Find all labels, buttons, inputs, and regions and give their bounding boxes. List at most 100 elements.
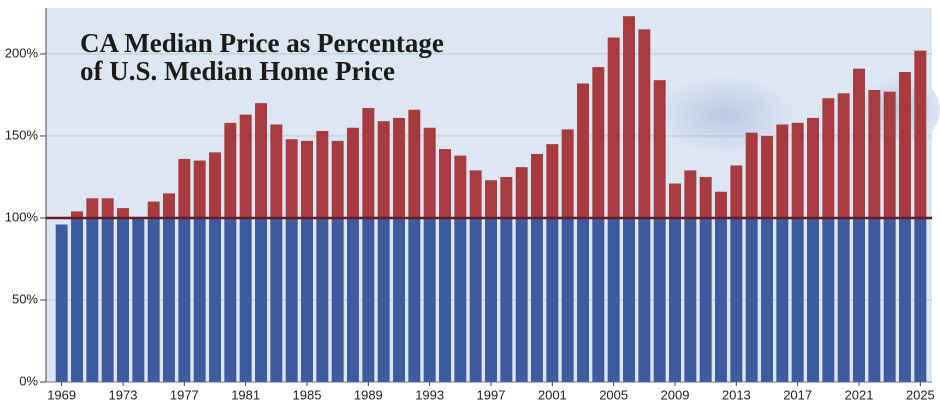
- bar-upper: [408, 109, 421, 218]
- x-tick-label: 2025: [906, 387, 935, 402]
- bar-lower: [301, 217, 313, 382]
- bar-upper: [331, 140, 344, 218]
- bar-lower: [71, 217, 83, 382]
- bar-lower: [776, 217, 789, 382]
- bar-lower: [715, 217, 727, 382]
- bar-upper: [71, 211, 83, 218]
- bar-upper: [546, 144, 559, 218]
- bar-upper: [807, 117, 819, 218]
- bar-lower: [193, 217, 206, 382]
- bar-upper: [163, 193, 175, 218]
- bar-lower: [408, 217, 421, 382]
- bar-upper: [224, 122, 237, 218]
- bar-lower: [454, 217, 467, 382]
- bar-upper: [255, 103, 267, 218]
- bar-upper: [761, 135, 773, 218]
- bar-upper: [684, 170, 697, 218]
- bar-lower: [653, 217, 666, 382]
- bar-upper: [715, 191, 727, 218]
- x-tick-label: 1985: [293, 387, 322, 402]
- bar-upper: [500, 176, 513, 218]
- bar-upper: [868, 90, 881, 218]
- bar-lower: [132, 217, 145, 382]
- x-tick-label: 2013: [722, 387, 751, 402]
- bar-lower: [515, 217, 528, 382]
- bar-lower: [592, 217, 605, 382]
- bar-lower: [561, 217, 574, 382]
- bar-upper: [178, 158, 191, 218]
- chart-title: CA Median Price as Percentage: [80, 28, 444, 58]
- bar-lower: [807, 217, 819, 382]
- bar-lower: [868, 217, 881, 382]
- bar-lower: [699, 217, 712, 382]
- chart-title: of U.S. Median Home Price: [80, 56, 395, 86]
- bar-upper: [193, 160, 206, 218]
- x-tick-label: 1989: [354, 387, 383, 402]
- bar-upper: [423, 127, 436, 218]
- bar-upper: [485, 180, 497, 218]
- bar-lower: [607, 217, 620, 382]
- bar-lower: [638, 217, 651, 382]
- background-art: [655, 75, 795, 155]
- bar-lower: [745, 217, 758, 382]
- bar-upper: [914, 50, 927, 218]
- x-tick-label: 2001: [538, 387, 567, 402]
- bar-upper: [669, 183, 681, 218]
- bar-lower: [791, 217, 804, 382]
- bar-lower: [285, 217, 298, 382]
- y-tick-label: 0%: [19, 373, 38, 388]
- bar-lower: [362, 217, 375, 382]
- bar-upper: [301, 140, 313, 218]
- bar-upper: [86, 198, 99, 218]
- y-tick-label: 50%: [12, 291, 38, 306]
- x-tick-label: 2009: [661, 387, 690, 402]
- bar-lower: [837, 217, 850, 382]
- bar-upper: [776, 124, 789, 218]
- bar-upper: [853, 68, 865, 218]
- bar-lower: [163, 217, 175, 382]
- x-tick-label: 1981: [231, 387, 260, 402]
- bar-lower: [147, 217, 160, 382]
- bar-lower: [255, 217, 267, 382]
- bar-upper: [439, 149, 451, 218]
- bar-lower: [577, 217, 589, 382]
- bar-lower: [439, 217, 451, 382]
- bar-upper: [730, 165, 743, 218]
- bar-lower: [117, 217, 129, 382]
- x-tick-label: 1993: [415, 387, 444, 402]
- bar-lower: [377, 217, 390, 382]
- bar-upper: [899, 71, 911, 218]
- bar-lower: [469, 217, 482, 382]
- bar-upper: [791, 122, 804, 218]
- bar-lower: [347, 217, 359, 382]
- bar-lower: [331, 217, 344, 382]
- bar-lower: [209, 217, 221, 382]
- x-tick-label: 1977: [170, 387, 199, 402]
- bar-upper: [607, 37, 620, 218]
- bar-lower: [899, 217, 911, 382]
- bar-upper: [316, 131, 329, 218]
- bar-lower: [623, 217, 635, 382]
- bar-lower: [761, 217, 773, 382]
- bar-lower: [423, 217, 436, 382]
- bar-upper: [377, 121, 390, 218]
- bar-lower: [239, 217, 252, 382]
- bar-upper: [699, 176, 712, 218]
- bar-upper: [454, 155, 467, 218]
- bar-lower: [822, 217, 835, 382]
- bar-upper: [147, 201, 160, 218]
- bar-lower: [546, 217, 559, 382]
- bar-upper: [837, 93, 850, 218]
- bar-upper: [822, 98, 835, 218]
- bar-upper: [592, 67, 605, 218]
- bar-lower: [270, 217, 283, 382]
- x-tick-label: 2021: [845, 387, 874, 402]
- y-tick-label: 200%: [5, 45, 39, 60]
- bar-upper: [209, 152, 221, 218]
- bar-upper: [577, 83, 589, 218]
- bar-upper: [347, 127, 359, 218]
- bar-upper: [285, 139, 298, 218]
- bar-lower: [316, 217, 329, 382]
- x-tick-label: 1969: [47, 387, 76, 402]
- bar-lower: [669, 217, 681, 382]
